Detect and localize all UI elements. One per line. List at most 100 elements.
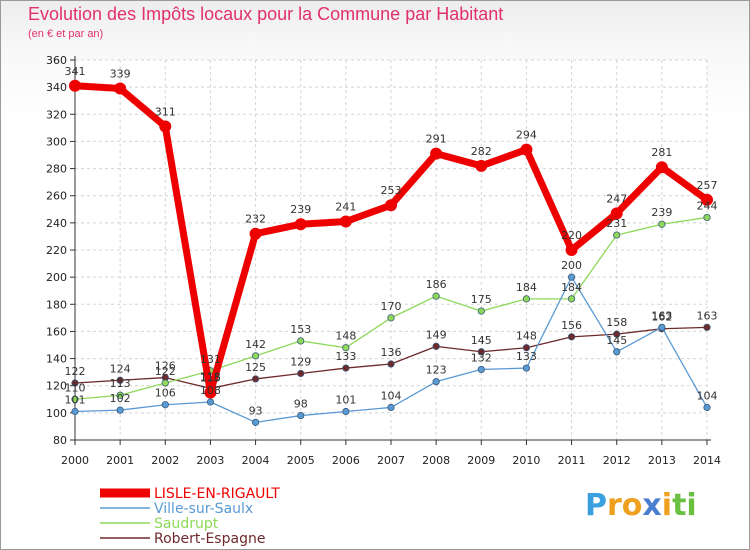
y-tick-label: 160 xyxy=(46,325,67,338)
x-tick-label: 2007 xyxy=(377,454,405,467)
data-point-robert-espagne xyxy=(432,342,440,350)
data-point-saudrupt xyxy=(613,231,621,239)
data-label-lisle-en-rigault: 239 xyxy=(290,203,311,216)
data-label-saudrupt: 131 xyxy=(200,353,221,366)
data-label-robert-espagne: 148 xyxy=(516,330,537,343)
data-point-saudrupt xyxy=(297,337,305,345)
data-point-saudrupt xyxy=(161,379,169,387)
data-label-saudrupt: 244 xyxy=(697,199,718,212)
data-label-robert-espagne: 124 xyxy=(110,362,131,375)
data-point-ville-sur-saulx xyxy=(297,411,305,420)
data-label-lisle-en-rigault: 241 xyxy=(335,201,356,214)
data-point-saudrupt xyxy=(251,352,260,360)
data-point-lisle-en-rigault xyxy=(159,120,172,133)
data-point-saudrupt xyxy=(477,307,485,315)
data-label-ville-sur-saulx: 145 xyxy=(606,334,627,347)
data-label-robert-espagne: 122 xyxy=(65,365,86,378)
data-label-saudrupt: 239 xyxy=(651,206,672,219)
data-point-ville-sur-saulx xyxy=(387,403,395,412)
legend-label-ville-sur-saulx: Ville-sur-Saulx xyxy=(154,501,253,517)
data-point-ville-sur-saulx xyxy=(206,398,215,406)
data-label-saudrupt: 142 xyxy=(245,338,266,351)
data-point-robert-espagne xyxy=(251,375,260,383)
x-tick-label: 2008 xyxy=(422,454,450,467)
data-point-saudrupt xyxy=(342,344,350,352)
data-label-lisle-en-rigault: 291 xyxy=(426,133,447,146)
data-label-robert-espagne: 129 xyxy=(290,356,311,369)
data-label-ville-sur-saulx: 132 xyxy=(471,351,492,364)
data-point-ville-sur-saulx xyxy=(522,364,531,372)
data-point-lisle-en-rigault xyxy=(701,193,713,206)
data-label-ville-sur-saulx: 93 xyxy=(249,404,263,417)
data-point-lisle-en-rigault xyxy=(475,159,488,172)
data-point-robert-espagne xyxy=(116,376,124,384)
y-tick-label: 200 xyxy=(46,271,67,284)
x-tick-label: 2010 xyxy=(512,454,540,467)
data-label-saudrupt: 148 xyxy=(335,330,356,343)
data-label-saudrupt: 175 xyxy=(471,293,492,306)
logo-letter: o xyxy=(621,488,643,523)
data-label-robert-espagne: 126 xyxy=(155,360,176,373)
data-label-saudrupt: 186 xyxy=(426,278,447,291)
x-tick-label: 2012 xyxy=(603,454,631,467)
y-tick-label: 260 xyxy=(46,190,67,203)
data-point-robert-espagne xyxy=(567,333,576,341)
legend-label-lisle-en-rigault: LISLE-EN-RIGAULT xyxy=(154,486,280,502)
x-tick-label: 2002 xyxy=(151,454,179,467)
x-tick-label: 2003 xyxy=(196,454,224,467)
data-label-saudrupt: 153 xyxy=(290,323,311,336)
data-point-robert-espagne xyxy=(703,323,711,331)
data-point-ville-sur-saulx xyxy=(432,378,440,386)
data-point-saudrupt xyxy=(432,292,440,300)
data-label-lisle-en-rigault: 339 xyxy=(110,68,131,81)
x-tick-label: 2014 xyxy=(693,454,721,467)
data-label-robert-espagne: 162 xyxy=(651,311,672,324)
data-label-robert-espagne: 156 xyxy=(561,319,582,332)
data-point-robert-espagne xyxy=(613,330,621,338)
chart-title: Evolution des Impôts locaux pour la Comm… xyxy=(28,4,504,24)
x-tick-label: 2009 xyxy=(467,454,495,467)
data-label-lisle-en-rigault: 257 xyxy=(697,179,718,192)
data-point-robert-espagne xyxy=(477,348,485,356)
x-tick-label: 2000 xyxy=(61,454,89,467)
data-label-ville-sur-saulx: 101 xyxy=(335,394,356,407)
y-tick-label: 100 xyxy=(46,407,67,420)
data-point-ville-sur-saulx xyxy=(342,407,350,416)
data-point-ville-sur-saulx xyxy=(251,418,260,426)
data-point-robert-espagne xyxy=(342,364,350,372)
data-point-lisle-en-rigault xyxy=(430,147,443,160)
data-label-saudrupt: 110 xyxy=(65,381,86,394)
data-point-saudrupt xyxy=(522,295,531,303)
data-label-lisle-en-rigault: 294 xyxy=(516,129,537,142)
data-label-ville-sur-saulx: 104 xyxy=(697,389,718,402)
y-tick-label: 120 xyxy=(46,380,67,393)
data-point-saudrupt xyxy=(71,395,79,403)
data-point-ville-sur-saulx xyxy=(567,273,576,281)
data-label-lisle-en-rigault: 253 xyxy=(381,184,402,197)
data-label-ville-sur-saulx: 98 xyxy=(294,398,308,411)
logo-letter: P xyxy=(585,488,607,523)
data-point-robert-espagne xyxy=(522,344,531,352)
logo-letter: x xyxy=(642,488,662,523)
data-label-robert-espagne: 136 xyxy=(381,346,402,359)
data-label-ville-sur-saulx: 106 xyxy=(155,387,176,400)
data-label-lisle-en-rigault: 281 xyxy=(651,146,672,159)
data-label-lisle-en-rigault: 341 xyxy=(65,65,86,78)
data-point-lisle-en-rigault xyxy=(339,215,352,228)
x-tick-label: 2013 xyxy=(648,454,676,467)
data-label-robert-espagne: 125 xyxy=(245,361,266,374)
data-label-ville-sur-saulx: 108 xyxy=(200,384,221,397)
logo-letter: i xyxy=(661,488,673,523)
data-point-lisle-en-rigault xyxy=(69,79,81,92)
x-tick-label: 2006 xyxy=(332,454,360,467)
data-point-ville-sur-saulx xyxy=(658,323,666,331)
data-label-ville-sur-saulx: 123 xyxy=(426,364,447,377)
data-point-ville-sur-saulx xyxy=(477,365,485,374)
data-point-ville-sur-saulx xyxy=(613,348,621,356)
y-tick-label: 180 xyxy=(46,298,67,311)
y-tick-label: 320 xyxy=(46,108,67,121)
data-label-saudrupt: 184 xyxy=(516,281,537,294)
data-label-robert-espagne: 149 xyxy=(426,328,447,341)
data-label-lisle-en-rigault: 232 xyxy=(245,213,266,226)
